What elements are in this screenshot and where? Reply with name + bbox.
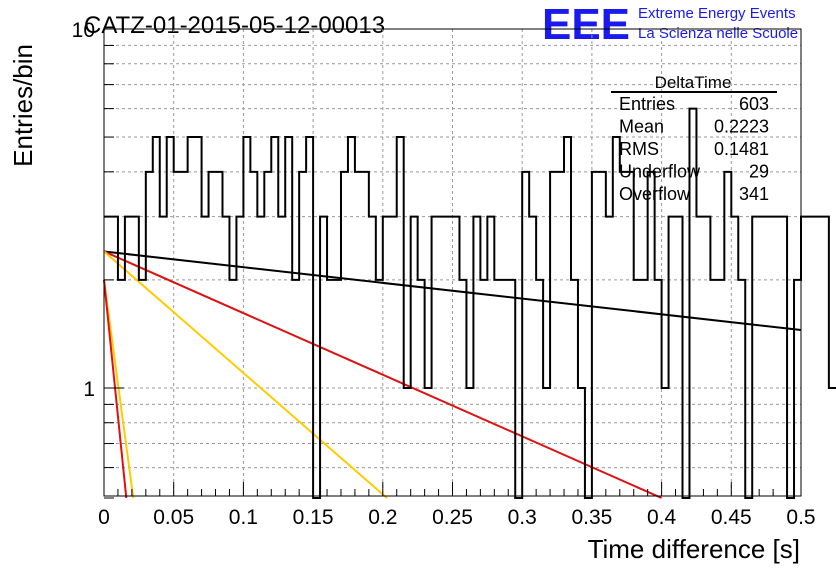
fit-curves bbox=[103, 250, 802, 499]
x-tick-label: 0.3 bbox=[508, 506, 537, 529]
y-tick-label: 1 bbox=[83, 378, 95, 401]
y-axis-label: Entries/bin bbox=[8, 44, 38, 167]
x-tick-label: 0.25 bbox=[432, 506, 473, 529]
x-tick-label: 0.35 bbox=[571, 506, 612, 529]
histogram-line bbox=[104, 107, 836, 499]
stats-label: Underflow bbox=[619, 162, 701, 182]
logo-mark: EEE bbox=[542, 0, 630, 49]
x-tick-label: 0.4 bbox=[647, 506, 677, 529]
stats-value: 0.1481 bbox=[714, 139, 769, 159]
x-tick-label: 0.45 bbox=[711, 506, 752, 529]
x-tick-label: 0.05 bbox=[153, 506, 194, 529]
stats-value: 0.2223 bbox=[714, 117, 769, 137]
x-tick-label: 0.1 bbox=[229, 506, 258, 529]
fit-curve bbox=[103, 279, 128, 499]
grid-lines bbox=[104, 29, 801, 496]
fit-curve bbox=[103, 279, 135, 499]
chart-title: CATZ-01-2015-05-12-00013 bbox=[84, 12, 385, 39]
stats-value: 603 bbox=[739, 94, 769, 114]
y-tick-label: 10 bbox=[72, 19, 95, 42]
fit-curve bbox=[103, 250, 802, 332]
x-tick-label: 0.15 bbox=[293, 506, 334, 529]
x-axis-label: Time difference [s] bbox=[588, 534, 800, 564]
fit-curve bbox=[103, 250, 388, 499]
logo-line-1: Extreme Energy Events bbox=[638, 5, 796, 22]
y-tick-labels: 1 10 bbox=[72, 19, 95, 401]
stats-rows: Entries 603 Mean 0.2223 RMS 0.1481 Underflow 29… bbox=[619, 94, 769, 204]
stats-box: DeltaTime Entries 603 Mean 0.2223 RMS 0.1481 U… bbox=[611, 73, 777, 204]
x-tick-labels: 0 0.05 0.1 0.15 0.2 0.25 0.3 0.35 0.4 0.45 0.5 bbox=[98, 506, 815, 529]
stats-value: 29 bbox=[749, 162, 769, 182]
stats-value: 341 bbox=[739, 184, 769, 204]
stats-label: Overflow bbox=[619, 184, 691, 204]
axis-ticks bbox=[103, 28, 802, 499]
x-tick-label: 0.2 bbox=[368, 506, 397, 529]
x-tick-label: 0.5 bbox=[786, 506, 815, 529]
fit-curve bbox=[103, 250, 663, 499]
x-tick-label: 0 bbox=[98, 506, 110, 529]
stats-label: RMS bbox=[619, 139, 659, 159]
stats-label: Entries bbox=[619, 94, 675, 114]
eee-logo: EEE Extreme Energy Events La Scienza nel… bbox=[542, 0, 798, 49]
stats-title: DeltaTime bbox=[655, 73, 732, 92]
stats-label: Mean bbox=[619, 117, 664, 137]
logo-line-2: La Scienza nelle Scuole bbox=[638, 25, 798, 42]
